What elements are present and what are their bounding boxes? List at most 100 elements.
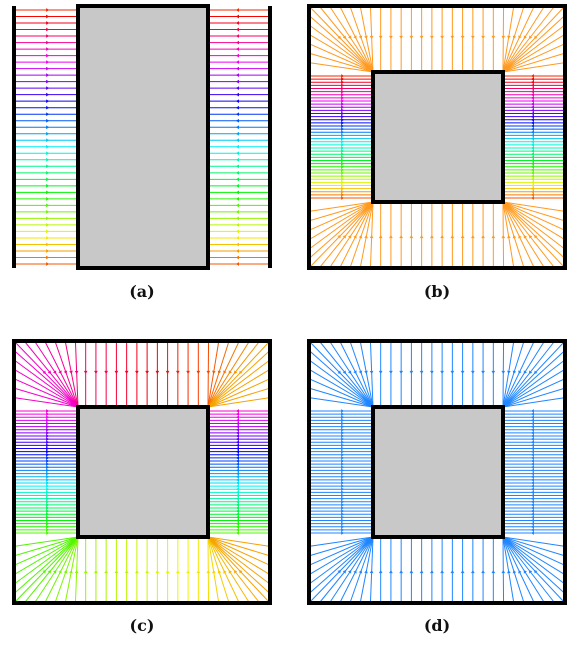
arrowhead xyxy=(341,509,345,513)
arrowhead xyxy=(46,412,50,416)
field-line xyxy=(13,368,79,408)
arrowhead xyxy=(341,490,345,495)
arrowhead xyxy=(481,370,485,374)
arrowhead xyxy=(530,493,534,498)
arrowhead xyxy=(235,459,239,463)
arrowhead xyxy=(341,102,345,107)
arrowhead xyxy=(341,149,345,153)
arrowhead xyxy=(501,570,506,574)
field-line xyxy=(308,43,374,73)
arrowhead xyxy=(501,35,506,39)
arrowhead xyxy=(235,506,239,510)
arrowhead xyxy=(46,487,50,492)
arrowhead xyxy=(341,177,345,182)
arrowhead xyxy=(341,440,345,445)
arrowhead xyxy=(46,509,50,513)
arrowhead xyxy=(530,427,534,432)
arrowhead xyxy=(534,570,538,574)
arrowhead xyxy=(83,370,88,374)
arrowhead xyxy=(341,189,345,194)
arrowhead xyxy=(530,183,534,188)
arrowhead xyxy=(235,440,239,445)
arrowhead xyxy=(145,370,149,374)
arrowhead xyxy=(124,570,129,574)
arrowhead xyxy=(46,490,50,495)
arrowhead xyxy=(341,108,345,113)
field-line xyxy=(308,201,374,212)
arrowhead xyxy=(235,47,239,51)
arrowhead xyxy=(74,570,79,574)
field-line xyxy=(308,24,374,73)
arrowhead xyxy=(46,521,50,526)
field-line xyxy=(207,368,271,408)
field-line xyxy=(13,387,79,408)
field-line xyxy=(502,378,566,408)
field-line xyxy=(502,201,566,231)
arrowhead xyxy=(530,415,534,420)
arrowhead xyxy=(530,512,534,517)
arrowhead xyxy=(530,102,534,107)
arrowhead xyxy=(512,35,517,39)
arrowhead xyxy=(341,443,345,448)
arrowhead xyxy=(235,53,239,58)
arrowhead xyxy=(341,477,345,482)
arrowhead xyxy=(46,437,50,442)
arrowhead xyxy=(399,570,404,574)
arrowhead xyxy=(530,155,534,160)
arrowhead xyxy=(341,83,345,88)
arrowhead xyxy=(235,531,239,535)
arrowhead xyxy=(530,174,534,178)
arrowhead xyxy=(341,484,345,488)
arrowhead xyxy=(409,235,414,239)
arrowhead xyxy=(46,131,50,136)
field-line xyxy=(502,387,566,408)
arrowhead xyxy=(235,515,239,520)
arrowhead xyxy=(46,242,50,247)
field-line xyxy=(13,536,79,576)
arrowhead xyxy=(530,437,534,442)
arrowhead xyxy=(534,235,538,239)
arrowhead xyxy=(165,570,170,574)
arrowhead xyxy=(341,471,345,476)
arrowhead xyxy=(530,459,534,463)
arrowhead xyxy=(206,570,211,574)
arrowhead xyxy=(341,502,345,507)
arrowhead xyxy=(235,144,239,149)
arrowhead xyxy=(342,370,347,374)
frame xyxy=(307,4,567,270)
field-line xyxy=(502,62,566,73)
arrowhead xyxy=(369,35,374,39)
arrowhead xyxy=(46,462,50,467)
arrowhead xyxy=(235,477,239,482)
arrowhead xyxy=(235,223,239,227)
arrowhead xyxy=(46,424,50,429)
field-lines xyxy=(308,5,566,269)
arrowhead xyxy=(341,512,345,517)
arrowhead xyxy=(341,196,345,200)
panel-a: (a) xyxy=(12,4,272,301)
arrowhead xyxy=(430,35,434,39)
arrowhead xyxy=(46,481,50,485)
arrowhead xyxy=(46,79,50,84)
arrowhead xyxy=(46,524,50,529)
arrowhead xyxy=(235,421,239,426)
arrowhead xyxy=(155,370,160,374)
arrowhead xyxy=(518,570,522,574)
arrowhead xyxy=(235,249,239,253)
arrowhead xyxy=(104,570,109,574)
arrowhead xyxy=(46,183,50,188)
field-line xyxy=(308,201,374,222)
arrowhead xyxy=(341,493,345,498)
arrowhead xyxy=(491,570,496,574)
field-line xyxy=(502,52,566,73)
arrowhead xyxy=(501,370,506,374)
arrowhead xyxy=(530,83,534,88)
field-line xyxy=(308,536,374,576)
arrowhead xyxy=(46,512,50,517)
arrowhead xyxy=(341,77,345,81)
arrowhead xyxy=(235,443,239,448)
arrowhead xyxy=(235,8,239,12)
arrowhead xyxy=(341,124,345,128)
arrowhead xyxy=(46,415,50,420)
arrowhead xyxy=(235,431,239,435)
